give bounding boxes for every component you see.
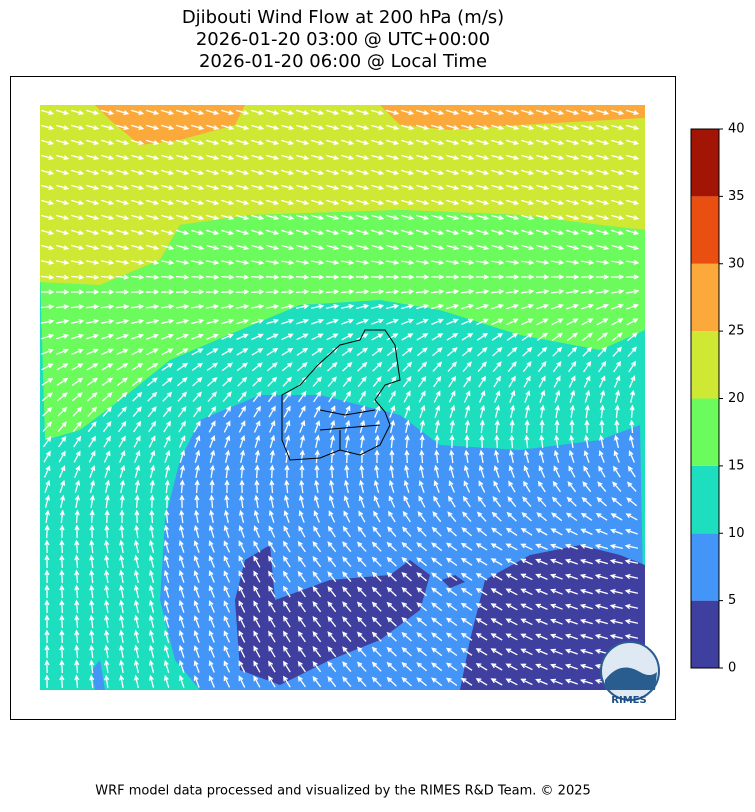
title-line: 2026-01-20 06:00 @ Local Time	[199, 51, 487, 72]
logo: RIMES	[600, 641, 660, 706]
colorbar-segment	[691, 129, 719, 197]
colorbar-segment	[691, 398, 719, 466]
colorbar-tick-label: 40	[728, 122, 745, 137]
colorbar-segment	[691, 196, 719, 264]
logo-text: RIMES	[611, 695, 646, 706]
map	[40, 105, 645, 690]
region	[40, 210, 645, 440]
colorbar-tick-label: 10	[728, 526, 745, 541]
wind-arrows	[40, 109, 640, 689]
country-border	[281, 329, 401, 461]
colorbar-segment	[691, 600, 719, 668]
colorbar-tick-label: 20	[728, 391, 745, 406]
colorbar-segment	[691, 263, 719, 332]
region	[40, 105, 645, 285]
map-frame	[10, 76, 676, 720]
region	[235, 545, 645, 690]
title-line: 2026-01-20 03:00 @ UTC+00:00	[196, 29, 490, 50]
footer: WRF model data processed and visualized …	[95, 784, 591, 799]
colorbar-tick-label: 0	[728, 661, 736, 676]
colorbar-tick-label: 30	[728, 256, 745, 271]
colorbar-tick-label: 5	[728, 593, 736, 608]
title-line: Djibouti Wind Flow at 200 hPa (m/s)	[182, 7, 504, 28]
colorbar-tick-label: 15	[728, 458, 745, 473]
region	[95, 105, 645, 145]
colorbar-segment	[691, 331, 719, 399]
colorbar-segment	[691, 533, 719, 601]
colorbar-tick-label: 35	[728, 189, 745, 204]
colorbar-segment	[691, 465, 719, 534]
colorbar-tick-label: 25	[728, 324, 745, 339]
